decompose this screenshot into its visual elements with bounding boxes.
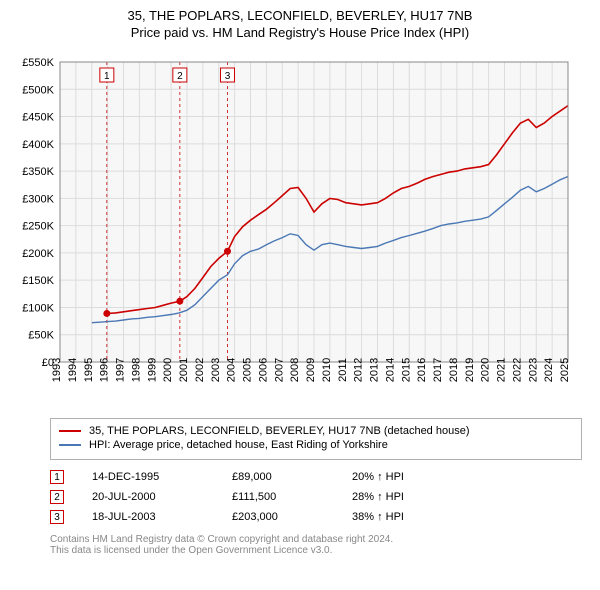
event-row: 2 20-JUL-2000£111,50028% ↑ HPI xyxy=(50,490,582,504)
svg-text:2009: 2009 xyxy=(305,358,317,382)
svg-text:2001: 2001 xyxy=(178,358,190,382)
legend-swatch xyxy=(59,430,81,432)
svg-text:2021: 2021 xyxy=(496,358,508,382)
svg-text:2003: 2003 xyxy=(210,358,222,382)
svg-text:2017: 2017 xyxy=(432,358,444,382)
svg-text:1997: 1997 xyxy=(115,358,127,382)
svg-text:2011: 2011 xyxy=(337,358,349,382)
svg-text:2007: 2007 xyxy=(273,358,285,382)
legend: 35, THE POPLARS, LECONFIELD, BEVERLEY, H… xyxy=(50,418,582,460)
svg-text:2000: 2000 xyxy=(162,358,174,382)
svg-text:2020: 2020 xyxy=(480,358,492,382)
svg-text:£550K: £550K xyxy=(22,57,54,69)
event-marker: 2 xyxy=(50,490,64,504)
event-row: 3 18-JUL-2003£203,00038% ↑ HPI xyxy=(50,510,582,524)
svg-text:2025: 2025 xyxy=(559,358,571,382)
legend-label: HPI: Average price, detached house, East… xyxy=(89,439,388,451)
footer-licence: This data is licensed under the Open Gov… xyxy=(50,545,582,556)
svg-text:2023: 2023 xyxy=(527,358,539,382)
svg-text:1994: 1994 xyxy=(67,358,79,382)
svg-text:2002: 2002 xyxy=(194,358,206,382)
chart-title-address: 35, THE POPLARS, LECONFIELD, BEVERLEY, H… xyxy=(0,8,600,23)
chart-title-subtitle: Price paid vs. HM Land Registry's House … xyxy=(0,25,600,40)
svg-text:3: 3 xyxy=(225,71,231,82)
svg-text:£300K: £300K xyxy=(22,193,54,205)
event-date: 18-JUL-2003 xyxy=(92,511,232,523)
svg-text:£200K: £200K xyxy=(22,248,54,260)
svg-text:£150K: £150K xyxy=(22,275,54,287)
svg-text:£500K: £500K xyxy=(22,84,54,96)
svg-text:2008: 2008 xyxy=(289,358,301,382)
price-chart: 123£0£50K£100K£150K£200K£250K£300K£350K£… xyxy=(8,50,582,410)
svg-text:2: 2 xyxy=(177,71,183,82)
svg-text:1999: 1999 xyxy=(146,358,158,382)
price-events-table: 1 14-DEC-1995£89,00020% ↑ HPI 2 20-JUL-2000… xyxy=(50,470,582,524)
svg-text:1993: 1993 xyxy=(51,358,63,382)
legend-item: HPI: Average price, detached house, East… xyxy=(59,439,573,451)
svg-text:2014: 2014 xyxy=(384,358,396,382)
svg-text:1: 1 xyxy=(104,71,110,82)
event-date: 20-JUL-2000 xyxy=(92,491,232,503)
svg-text:2024: 2024 xyxy=(543,358,555,382)
event-pct: 28% ↑ HPI xyxy=(352,491,472,503)
footer-copyright: Contains HM Land Registry data © Crown c… xyxy=(50,534,582,545)
svg-text:£250K: £250K xyxy=(22,221,54,233)
svg-text:2015: 2015 xyxy=(400,358,412,382)
svg-text:2022: 2022 xyxy=(511,358,523,382)
svg-text:2005: 2005 xyxy=(242,358,254,382)
event-date: 14-DEC-1995 xyxy=(92,471,232,483)
legend-item: 35, THE POPLARS, LECONFIELD, BEVERLEY, H… xyxy=(59,425,573,437)
svg-text:2010: 2010 xyxy=(321,358,333,382)
svg-text:2013: 2013 xyxy=(369,358,381,382)
event-price: £111,500 xyxy=(232,491,352,503)
svg-text:2004: 2004 xyxy=(226,358,238,382)
event-price: £89,000 xyxy=(232,471,352,483)
svg-text:2019: 2019 xyxy=(464,358,476,382)
svg-text:£50K: £50K xyxy=(28,330,54,342)
svg-text:1996: 1996 xyxy=(99,358,111,382)
svg-text:£350K: £350K xyxy=(22,166,54,178)
event-marker: 1 xyxy=(50,470,64,484)
svg-text:2016: 2016 xyxy=(416,358,428,382)
svg-text:2012: 2012 xyxy=(353,358,365,382)
legend-swatch xyxy=(59,444,81,446)
svg-text:2018: 2018 xyxy=(448,358,460,382)
svg-text:2006: 2006 xyxy=(257,358,269,382)
event-row: 1 14-DEC-1995£89,00020% ↑ HPI xyxy=(50,470,582,484)
legend-label: 35, THE POPLARS, LECONFIELD, BEVERLEY, H… xyxy=(89,425,470,437)
event-marker: 3 xyxy=(50,510,64,524)
svg-text:£400K: £400K xyxy=(22,139,54,151)
svg-text:£450K: £450K xyxy=(22,112,54,124)
svg-text:1995: 1995 xyxy=(83,358,95,382)
event-price: £203,000 xyxy=(232,511,352,523)
svg-text:1998: 1998 xyxy=(130,358,142,382)
event-pct: 38% ↑ HPI xyxy=(352,511,472,523)
event-pct: 20% ↑ HPI xyxy=(352,471,472,483)
svg-text:£100K: £100K xyxy=(22,302,54,314)
